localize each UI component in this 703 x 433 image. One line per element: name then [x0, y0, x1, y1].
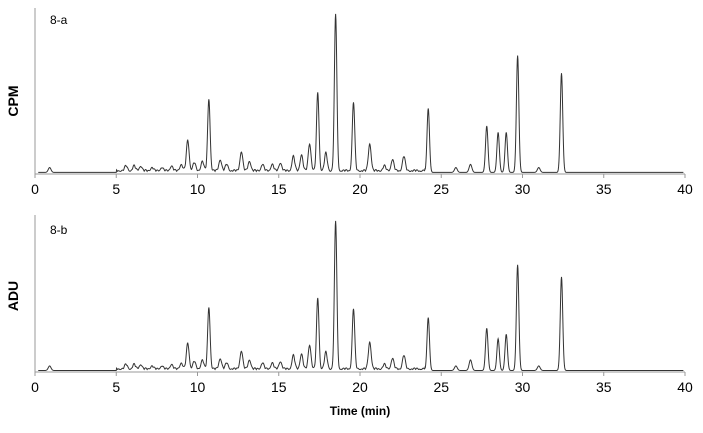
panel-a-x-tick-labels: 0 5 10 15 20 25 30 35 40	[31, 181, 693, 197]
panel-b-x-tick-label: 35	[596, 379, 612, 395]
panel-b-x-tick-labels: 0 5 10 15 20 25 30 35 40	[31, 379, 693, 395]
panel-a-label: 8-a	[50, 13, 68, 27]
panel-a-x-tick-label: 35	[596, 181, 612, 197]
panel-b-x-tick-label: 20	[352, 379, 368, 395]
panel-b-x-tick-label: 25	[433, 379, 449, 395]
panel-b-label: 8-b	[50, 223, 68, 237]
panel-a-x-tick-label: 20	[352, 181, 368, 197]
panel-a: 0 5 10 15 20 25 30 35 40 8-a CPM	[5, 8, 693, 197]
panel-b-y-axis-label: ADU	[5, 281, 21, 311]
panel-a-x-tick-label: 40	[677, 181, 693, 197]
panel-b: 0 5 10 15 20 25 30 35 40 8-b ADU	[5, 215, 693, 395]
panel-b-x-tick-label: 10	[190, 379, 206, 395]
panel-a-x-tick-label: 25	[433, 181, 449, 197]
panel-a-x-tick-label: 0	[31, 181, 39, 197]
panel-b-x-tick-label: 0	[31, 379, 39, 395]
panel-a-x-ticks	[34, 174, 686, 178]
panel-b-x-tick-label: 5	[112, 379, 120, 395]
panel-b-trace	[38, 220, 684, 371]
panel-a-x-tick-label: 15	[271, 181, 287, 197]
panel-b-x-tick-label: 40	[677, 379, 693, 395]
panel-a-trace	[38, 13, 684, 173]
panel-a-x-tick-label: 10	[190, 181, 206, 197]
x-axis-title: Time (min)	[330, 404, 390, 418]
panel-a-x-tick-label: 30	[515, 181, 531, 197]
panel-b-x-tick-label: 30	[515, 379, 531, 395]
panel-b-x-tick-label: 15	[271, 379, 287, 395]
panel-b-x-ticks	[34, 372, 686, 376]
panel-a-x-tick-label: 5	[112, 181, 120, 197]
panel-a-y-axis-label: CPM	[5, 85, 21, 116]
